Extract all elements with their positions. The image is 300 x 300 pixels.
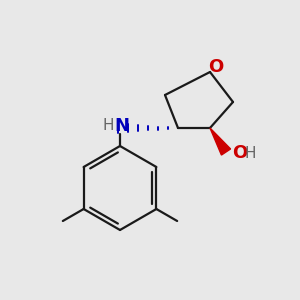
Polygon shape [210,128,231,155]
Text: O: O [232,144,247,162]
Text: O: O [208,58,224,76]
Text: N: N [115,117,130,135]
Text: H: H [102,118,114,134]
Text: H: H [244,146,256,160]
